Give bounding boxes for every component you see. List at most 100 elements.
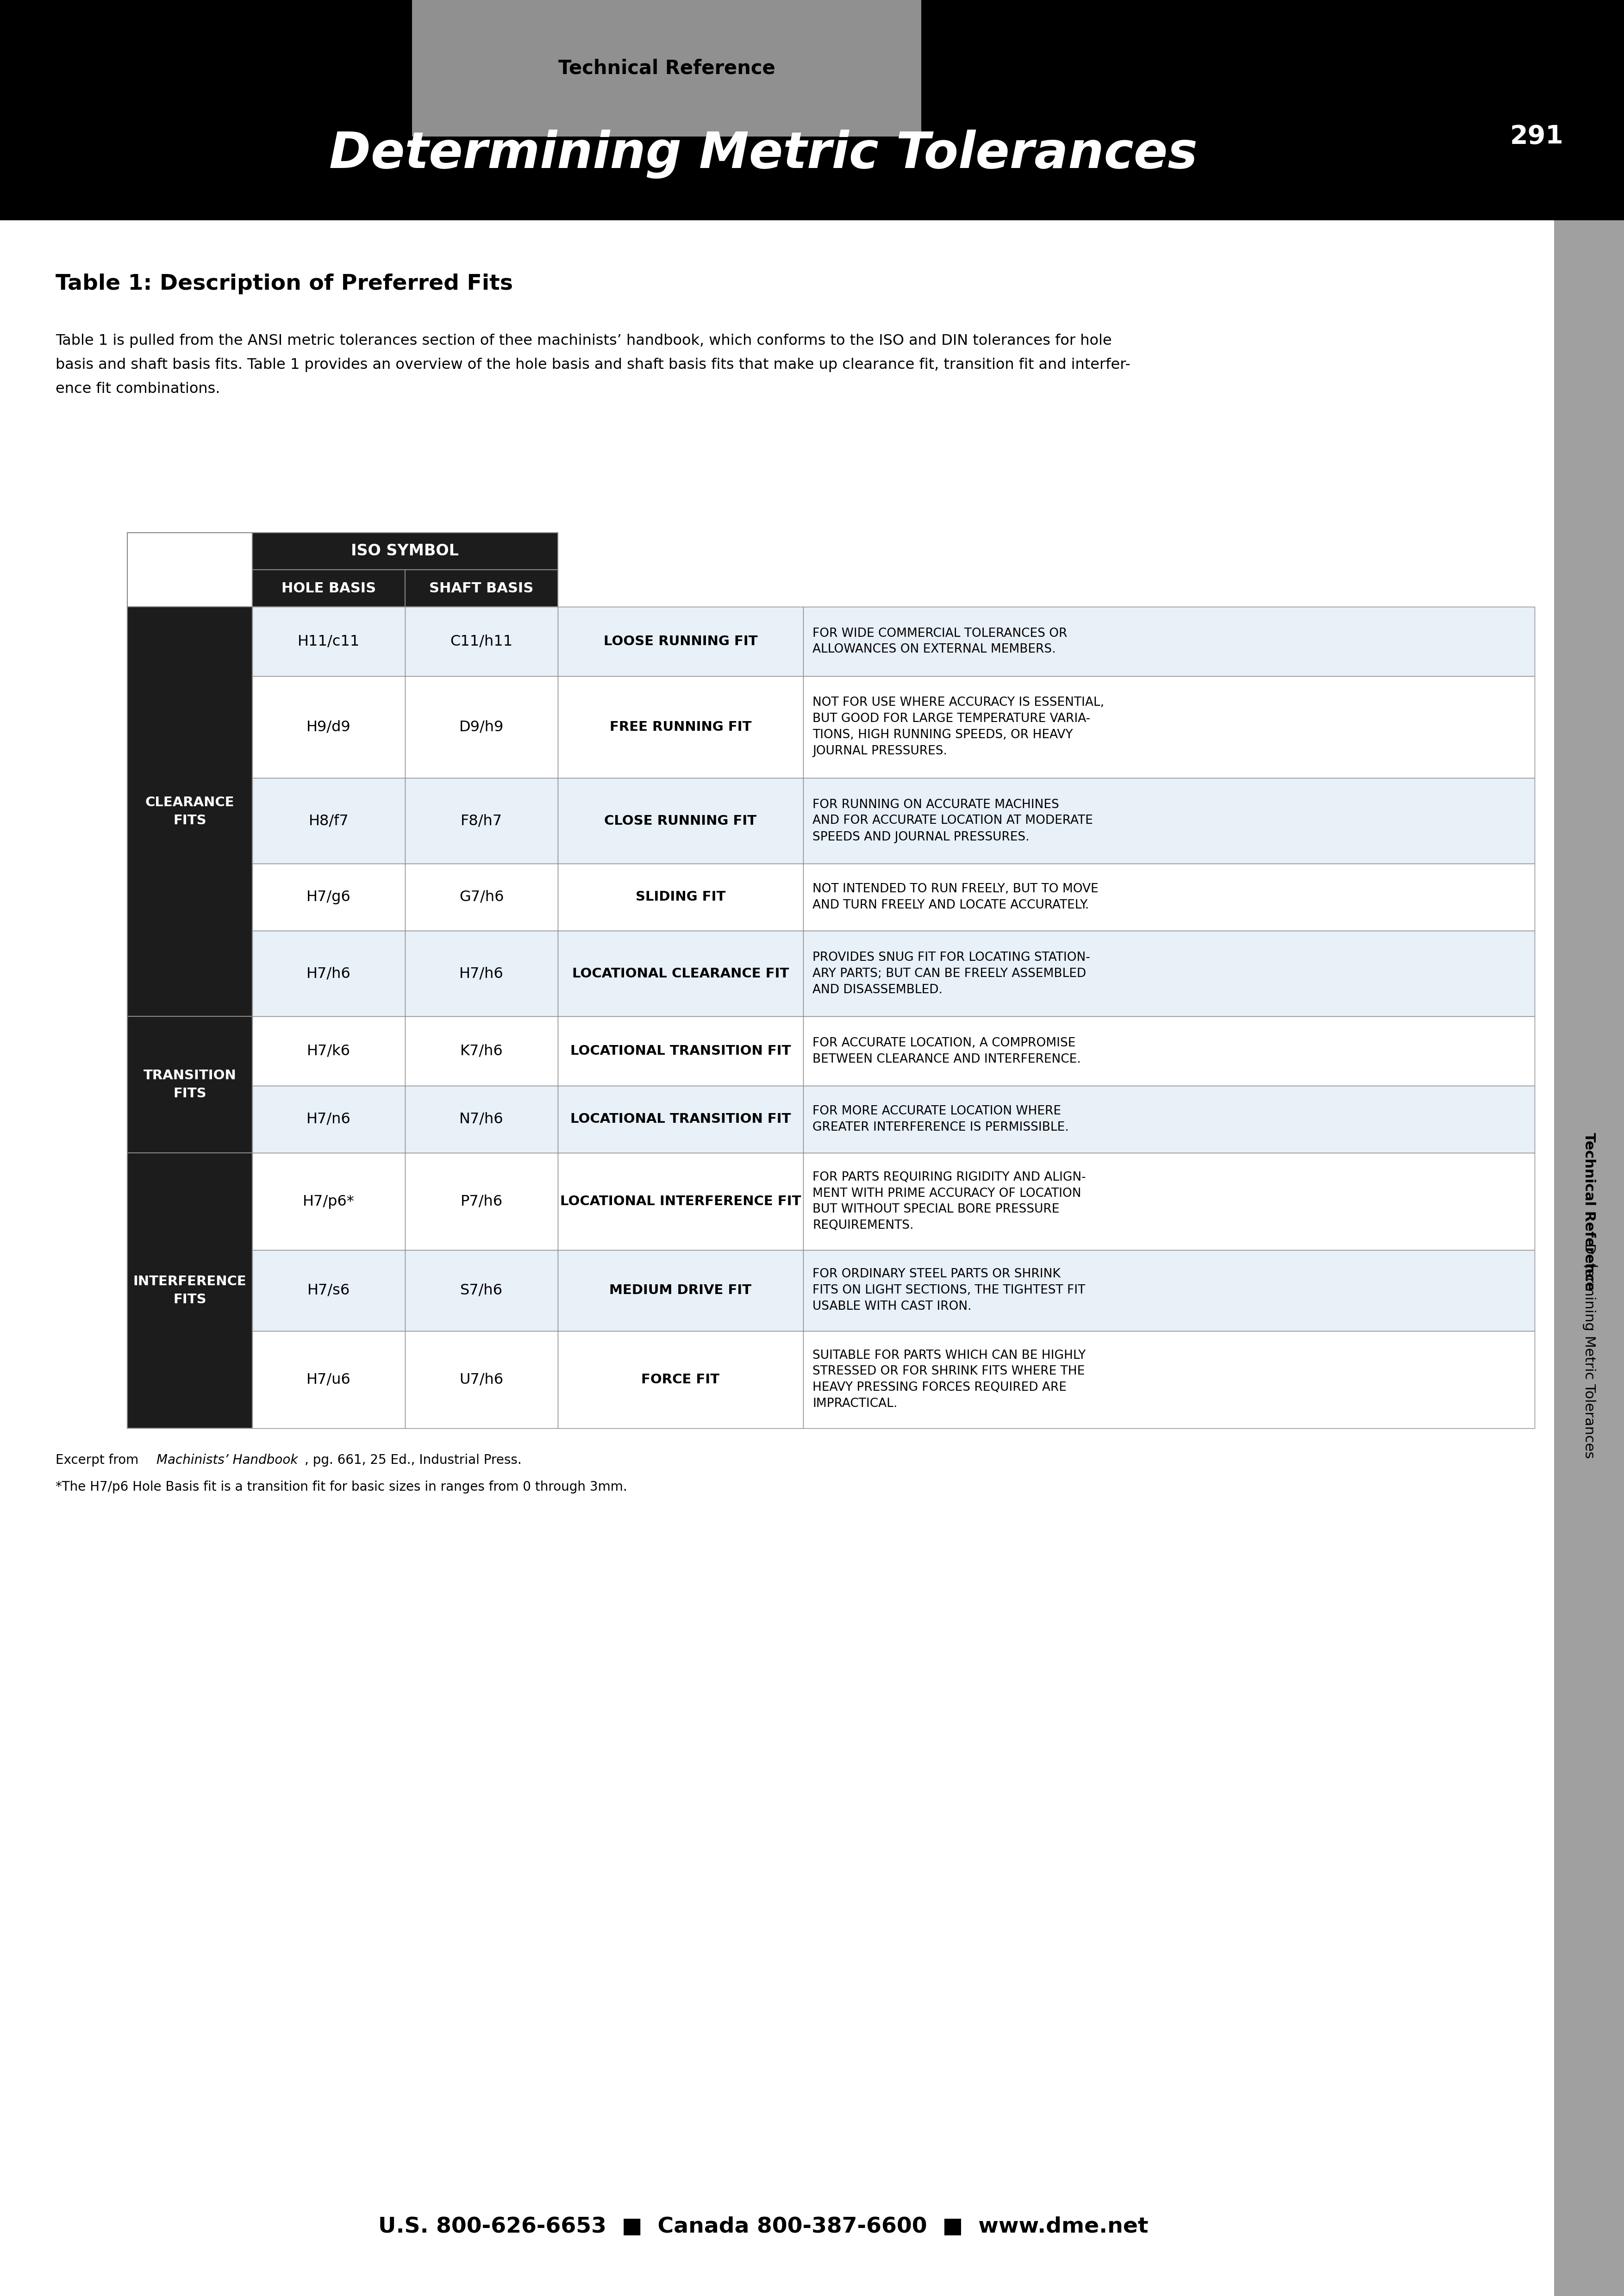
Bar [404,1249,559,1332]
Text: Table 1 is pulled from the ANSI metric tolerances section of thee machinists’ ha: Table 1 is pulled from the ANSI metric t… [55,333,1112,349]
Bar [559,1153,804,1249]
Bar [127,1153,252,1428]
Text: ISO SYMBOL: ISO SYMBOL [351,544,460,558]
Text: FOR ORDINARY STEEL PARTS OR SHRINK
FITS ON LIGHT SECTIONS, THE TIGHTEST FIT
USAB: FOR ORDINARY STEEL PARTS OR SHRINK FITS … [812,1267,1085,1313]
Text: LOCATIONAL INTERFERENCE FIT: LOCATIONAL INTERFERENCE FIT [560,1194,801,1208]
Text: SHAFT BASIS: SHAFT BASIS [429,581,534,595]
Text: 291: 291 [1510,124,1564,149]
Bar [404,1086,559,1153]
Bar [404,863,559,930]
Bar [1554,220,1624,2296]
Text: FOR RUNNING ON ACCURATE MACHINES
AND FOR ACCURATE LOCATION AT MODERATE
SPEEDS AN: FOR RUNNING ON ACCURATE MACHINES AND FOR… [812,799,1093,843]
Bar [252,1086,404,1153]
Text: Excerpt from: Excerpt from [55,1453,143,1467]
Bar [559,675,804,778]
Text: N7/h6: N7/h6 [460,1111,503,1127]
Text: , pg. 661, 25 Ed., Industrial Press.: , pg. 661, 25 Ed., Industrial Press. [305,1453,521,1467]
Bar [804,1153,1535,1249]
Bar [252,1153,404,1249]
Text: S7/h6: S7/h6 [460,1283,503,1297]
Bar [404,675,559,778]
Text: H7/u6: H7/u6 [307,1373,351,1387]
Text: FOR WIDE COMMERCIAL TOLERANCES OR
ALLOWANCES ON EXTERNAL MEMBERS.: FOR WIDE COMMERCIAL TOLERANCES OR ALLOWA… [812,627,1067,657]
Text: LOCATIONAL TRANSITION FIT: LOCATIONAL TRANSITION FIT [570,1114,791,1125]
Text: *The H7/p6 Hole Basis fit is a transition fit for basic sizes in ranges from 0 t: *The H7/p6 Hole Basis fit is a transitio… [55,1481,627,1492]
Bar [804,1086,1535,1153]
Bar [404,778,559,863]
Text: basis and shaft basis fits. Table 1 provides an overview of the hole basis and s: basis and shaft basis fits. Table 1 prov… [55,358,1130,372]
Bar [559,778,804,863]
Text: LOOSE RUNNING FIT: LOOSE RUNNING FIT [604,636,757,647]
Bar [559,863,804,930]
Text: H7/s6: H7/s6 [307,1283,351,1297]
Text: ence fit combinations.: ence fit combinations. [55,381,221,397]
Bar [804,606,1535,675]
Text: NOT FOR USE WHERE ACCURACY IS ESSENTIAL,
BUT GOOD FOR LARGE TEMPERATURE VARIA-
T: NOT FOR USE WHERE ACCURACY IS ESSENTIAL,… [812,696,1104,758]
Text: LOCATIONAL CLEARANCE FIT: LOCATIONAL CLEARANCE FIT [572,967,789,980]
Text: K7/h6: K7/h6 [460,1045,503,1058]
Text: CLEARANCE
FITS: CLEARANCE FITS [145,797,234,827]
Bar [559,606,804,675]
Text: F8/h7: F8/h7 [461,813,502,829]
Bar [252,1249,404,1332]
Text: FOR PARTS REQUIRING RIGIDITY AND ALIGN-
MENT WITH PRIME ACCURACY OF LOCATION
BUT: FOR PARTS REQUIRING RIGIDITY AND ALIGN- … [812,1171,1086,1231]
Bar [404,1017,559,1086]
Bar [252,1017,404,1086]
Text: HOLE BASIS: HOLE BASIS [281,581,375,595]
Text: U.S. 800-626-6653  ■  Canada 800-387-6600  ■  www.dme.net: U.S. 800-626-6653 ■ Canada 800-387-6600 … [378,2216,1148,2236]
Bar [804,778,1535,863]
Bar [412,0,921,135]
Text: H9/d9: H9/d9 [307,721,351,735]
Text: FOR MORE ACCURATE LOCATION WHERE
GREATER INTERFERENCE IS PERMISSIBLE.: FOR MORE ACCURATE LOCATION WHERE GREATER… [812,1104,1069,1134]
Bar [404,1153,559,1249]
Bar [252,863,404,930]
Text: H7/n6: H7/n6 [307,1111,351,1127]
Bar [252,778,404,863]
Text: SUITABLE FOR PARTS WHICH CAN BE HIGHLY
STRESSED OR FOR SHRINK FITS WHERE THE
HEA: SUITABLE FOR PARTS WHICH CAN BE HIGHLY S… [812,1350,1086,1410]
Text: H11/c11: H11/c11 [297,634,361,650]
Text: Technical Reference: Technical Reference [559,57,775,78]
Bar [804,1017,1535,1086]
Text: LOCATIONAL TRANSITION FIT: LOCATIONAL TRANSITION FIT [570,1045,791,1058]
Text: P7/h6: P7/h6 [460,1194,502,1208]
Bar [804,675,1535,778]
Bar [404,569,559,606]
Text: MEDIUM DRIVE FIT: MEDIUM DRIVE FIT [609,1283,752,1297]
Text: Machinists’ Handbook: Machinists’ Handbook [156,1453,297,1467]
Text: C11/h11: C11/h11 [450,634,513,650]
Bar [127,606,252,1017]
Bar [559,1332,804,1428]
Bar [404,1332,559,1428]
Text: Determining Metric Tolerances: Determining Metric Tolerances [1582,1242,1596,1458]
Text: Technical Reference: Technical Reference [1582,1132,1596,1290]
Text: H7/g6: H7/g6 [307,891,351,905]
Text: H7/h6: H7/h6 [307,967,351,980]
Text: H7/k6: H7/k6 [307,1045,351,1058]
Text: INTERFERENCE
FITS: INTERFERENCE FITS [133,1274,247,1306]
Bar [804,930,1535,1017]
Bar [252,533,559,569]
Text: H7/h6: H7/h6 [460,967,503,980]
Text: SLIDING FIT: SLIDING FIT [635,891,726,905]
Text: G7/h6: G7/h6 [460,891,503,905]
Text: |: | [1582,1265,1596,1270]
Bar [804,863,1535,930]
Bar [252,569,404,606]
Text: Determining Metric Tolerances: Determining Metric Tolerances [330,129,1197,179]
Bar [252,1332,404,1428]
Text: FOR ACCURATE LOCATION, A COMPROMISE
BETWEEN CLEARANCE AND INTERFERENCE.: FOR ACCURATE LOCATION, A COMPROMISE BETW… [812,1038,1082,1065]
Bar [252,675,404,778]
Text: FREE RUNNING FIT: FREE RUNNING FIT [609,721,752,732]
Bar [559,1086,804,1153]
Bar [804,1332,1535,1428]
Bar [559,930,804,1017]
Bar [404,930,559,1017]
Text: NOT INTENDED TO RUN FREELY, BUT TO MOVE
AND TURN FREELY AND LOCATE ACCURATELY.: NOT INTENDED TO RUN FREELY, BUT TO MOVE … [812,884,1098,912]
Bar [404,606,559,675]
Text: CLOSE RUNNING FIT: CLOSE RUNNING FIT [604,815,757,827]
Text: PROVIDES SNUG FIT FOR LOCATING STATION-
ARY PARTS; BUT CAN BE FREELY ASSEMBLED
A: PROVIDES SNUG FIT FOR LOCATING STATION- … [812,951,1090,996]
Bar [559,1249,804,1332]
Text: H8/f7: H8/f7 [309,813,349,829]
Bar [252,606,404,675]
Bar [559,1017,804,1086]
